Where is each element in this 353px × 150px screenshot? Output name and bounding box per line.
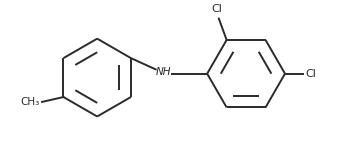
Text: NH: NH xyxy=(156,67,171,77)
Text: Cl: Cl xyxy=(211,4,222,14)
Text: Cl: Cl xyxy=(305,69,316,79)
Text: CH₃: CH₃ xyxy=(20,97,39,107)
